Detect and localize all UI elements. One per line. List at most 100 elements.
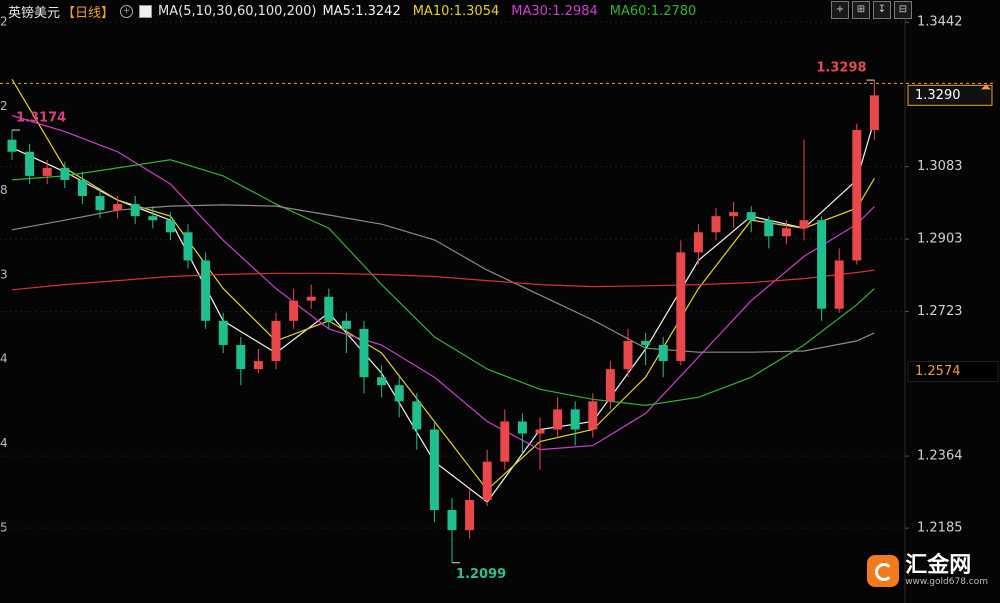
left-axis-fragment: 2: [0, 99, 8, 113]
candle-body: [641, 340, 651, 345]
candle-body: [658, 344, 668, 362]
annotation-label: 1.3298: [816, 61, 866, 76]
candle-body: [817, 220, 827, 309]
candle-body: [729, 212, 739, 217]
logo-url: www.gold678.com: [905, 577, 988, 587]
ma-line: [11, 78, 875, 491]
legend-entry: MA30:1.2984: [511, 3, 598, 19]
candle-body: [412, 401, 422, 430]
chart-header: 英镑美元 【日线】 + MA(5,10,30,60,100,200) MA5:1…: [8, 2, 696, 21]
candle-body: [447, 510, 457, 531]
candle-body: [799, 220, 809, 229]
tool-button[interactable]: ⊞: [852, 1, 870, 19]
candle-body: [130, 204, 140, 217]
ma-line: [11, 159, 875, 407]
candle-body: [236, 344, 246, 370]
y-tick-label: 1.2185: [917, 521, 963, 536]
candle-body: [165, 220, 175, 233]
candle-body: [201, 260, 211, 321]
candle-body: [834, 260, 844, 309]
logo: 汇金网 www.gold678.com: [867, 555, 988, 587]
candle-body: [869, 95, 879, 131]
ma-line: [11, 119, 875, 503]
left-axis-fragment: 5: [0, 520, 8, 534]
ma-line: [11, 269, 875, 291]
candle-body: [570, 409, 580, 430]
candle-body: [852, 130, 862, 261]
candle-body: [553, 409, 563, 430]
legend: MA5:1.3242 MA10:1.3054 MA30:1.2984 MA60:1.2…: [322, 4, 696, 19]
current-price-box: [907, 84, 993, 106]
candle-body: [482, 461, 492, 500]
y-tick-label: 1.3083: [917, 159, 963, 174]
candle-body: [253, 361, 263, 370]
candle-body: [60, 167, 70, 180]
marker-price-label: 1.2574: [915, 364, 961, 379]
logo-text: 汇金网 www.gold678.com: [905, 553, 988, 588]
logo-name: 汇金网: [905, 553, 972, 578]
candle-body: [429, 429, 439, 511]
indicator-icon[interactable]: [139, 4, 153, 18]
candle-body: [465, 499, 475, 531]
candle-body: [605, 369, 615, 402]
candle-body: [500, 421, 510, 462]
candle-body: [25, 151, 35, 176]
tool-button[interactable]: +: [831, 1, 849, 19]
candle-body: [148, 216, 158, 221]
candle-body: [42, 167, 52, 176]
candle-body: [289, 300, 299, 321]
candle-body: [781, 228, 791, 237]
logo-icon: [867, 555, 900, 587]
add-icon[interactable]: +: [120, 4, 134, 18]
tool-button[interactable]: ↧: [873, 1, 891, 19]
tool-button[interactable]: ⊟: [894, 1, 912, 19]
candle-body: [324, 296, 334, 321]
ma-line: [11, 204, 875, 353]
legend-entry: MA60:1.2780: [609, 3, 697, 19]
candle-body: [711, 216, 721, 233]
candle-body: [746, 212, 756, 221]
left-axis-fragment: 3: [0, 267, 8, 281]
candle-body: [676, 252, 686, 362]
current-price-arrow: [981, 84, 991, 90]
candle-body: [271, 320, 281, 362]
candle-body: [623, 340, 633, 370]
candle-body: [588, 401, 598, 430]
candle-body: [517, 421, 527, 434]
candle-body: [394, 385, 404, 402]
period[interactable]: 【日线】: [62, 5, 115, 21]
legend-entry: MA5:1.3242: [322, 3, 401, 19]
y-tick-label: 1.2723: [917, 304, 963, 319]
candle-body: [764, 220, 774, 237]
candle-body: [535, 429, 545, 434]
ma-line: [11, 114, 875, 451]
candle-body: [218, 320, 228, 345]
indicator: MA(5,10,30,60,100,200): [158, 3, 317, 19]
y-tick-label: 1.2364: [917, 449, 963, 464]
candle-body: [7, 139, 17, 152]
candle-body: [693, 232, 703, 253]
candle-body: [77, 179, 87, 197]
candle-body: [183, 232, 193, 261]
symbol: 英镑美元: [8, 5, 61, 21]
left-axis-fragment: 2: [0, 15, 8, 29]
candle-body: [95, 196, 105, 211]
marker-price-box: [907, 361, 999, 383]
candle-body: [113, 204, 123, 211]
left-axis-fragment: 8: [0, 183, 8, 197]
candle-body: [359, 328, 369, 378]
candle-body: [306, 296, 316, 301]
annotation-label: 1.3174: [16, 111, 66, 126]
legend-entry: MA10:1.3054: [412, 3, 500, 19]
left-axis-fragment: 4: [0, 436, 8, 450]
left-axis-fragment: 4: [0, 352, 8, 366]
candle-body: [341, 320, 351, 329]
toolbar: + ⊞ ↧ ⊟: [831, 1, 912, 19]
annotation-label: 1.2099: [456, 567, 506, 582]
current-price-label: 1.3290: [915, 88, 961, 103]
candle-body: [377, 377, 387, 386]
y-tick-label: 1.3442: [917, 15, 963, 30]
